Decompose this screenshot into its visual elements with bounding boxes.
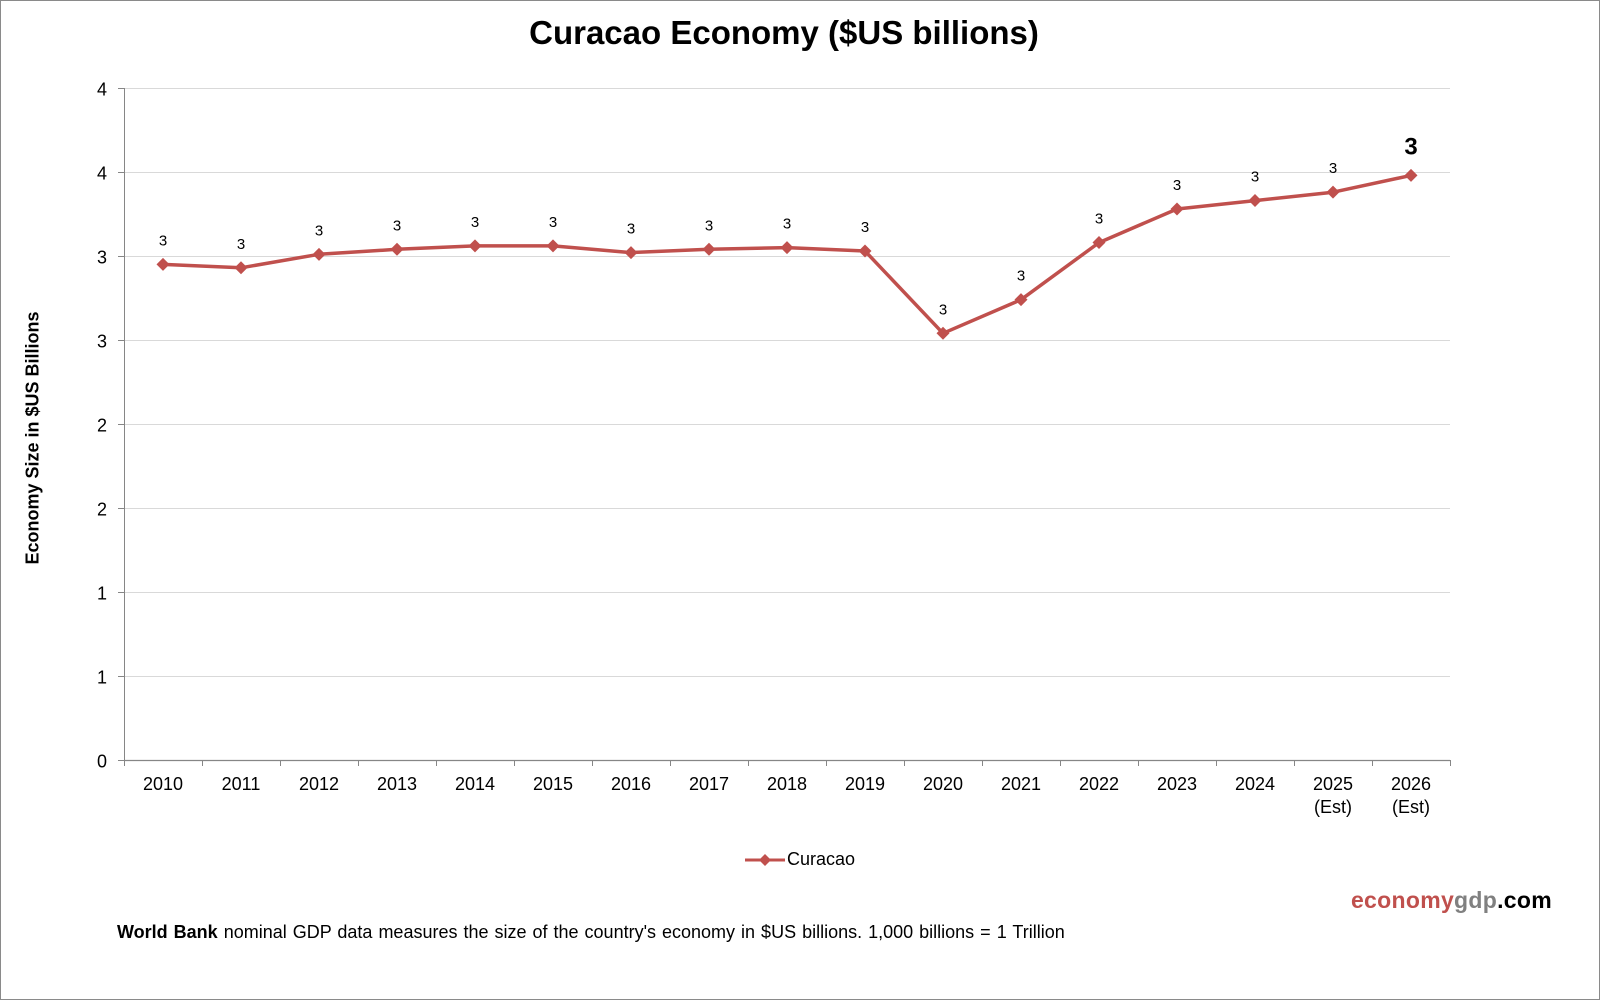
data-point-marker xyxy=(936,326,950,340)
x-tick-label: 2026 (Est) xyxy=(1391,774,1431,817)
data-label: 3 xyxy=(1329,160,1337,177)
footnote-source: World Bank xyxy=(117,922,218,942)
x-tick-label-line: 2010 xyxy=(143,774,183,794)
y-tick-labels: 0 1 1 2 2 3 3 4 4 xyxy=(97,80,107,772)
brand-logo: economygdp.com xyxy=(1351,887,1552,914)
x-tick-label-line: 2020 xyxy=(923,774,963,794)
axes xyxy=(118,88,1451,766)
x-tick-label-line: (Est) xyxy=(1314,797,1352,817)
x-tick-label: 2016 xyxy=(611,774,651,794)
data-point-marker xyxy=(780,241,794,255)
data-label: 3 xyxy=(237,236,245,253)
x-tick-label-line: 2025 xyxy=(1313,774,1353,794)
x-tick-label: 2012 xyxy=(299,774,339,794)
x-tick-label: 2010 xyxy=(143,774,183,794)
data-point-marker xyxy=(312,247,326,261)
data-label: 3 xyxy=(939,301,947,318)
data-point-marker xyxy=(1092,236,1106,250)
footnote: World Bank nominal GDP data measures the… xyxy=(117,922,1065,943)
x-tick-label-line: 2016 xyxy=(611,774,651,794)
y-tick-label: 1 xyxy=(97,584,107,604)
data-point-marker xyxy=(390,242,404,256)
data-point-marker xyxy=(234,261,248,275)
x-tick-label-line: 2012 xyxy=(299,774,339,794)
x-tick-label-line: 2014 xyxy=(455,774,495,794)
legend-label: Curacao xyxy=(787,849,856,869)
data-point-marker xyxy=(1014,293,1028,307)
x-tick-label: 2014 xyxy=(455,774,495,794)
series-line xyxy=(162,173,1412,336)
x-tick-label: 2013 xyxy=(377,774,417,794)
y-tick-label: 4 xyxy=(97,80,107,100)
x-tick-label: 2011 xyxy=(222,774,261,794)
x-tick-label: 2024 xyxy=(1235,774,1275,794)
x-tick-label: 2022 xyxy=(1079,774,1119,794)
data-label: 3 xyxy=(783,216,791,233)
x-tick-label: 2017 xyxy=(689,774,729,794)
data-point-marker xyxy=(1404,168,1418,182)
data-label: 3 xyxy=(1095,211,1103,228)
chart-title: Curacao Economy ($US billions) xyxy=(529,14,1039,51)
series-curacao xyxy=(156,168,1418,340)
data-point-marker xyxy=(468,239,482,253)
x-tick-label-line: 2021 xyxy=(1001,774,1041,794)
x-tick-label-line: 2013 xyxy=(377,774,417,794)
y-tick-label: 2 xyxy=(97,416,107,436)
data-label: 3 xyxy=(315,222,323,239)
data-label: 3 xyxy=(393,217,401,234)
y-tick-label: 1 xyxy=(97,668,107,688)
x-tick-labels: 2010 2011 2012 2013 2014 2015 2016 2017 2018 2019… xyxy=(143,774,1431,817)
data-point-marker xyxy=(1248,194,1262,208)
data-label: 3 xyxy=(705,217,713,234)
legend: Curacao xyxy=(745,849,855,870)
x-tick-label: 2018 xyxy=(767,774,807,794)
x-tick-label-line: 2022 xyxy=(1079,774,1119,794)
data-point-marker xyxy=(1170,202,1184,216)
data-point-marker xyxy=(624,246,638,260)
gridlines xyxy=(124,88,1450,677)
data-label: 3 xyxy=(1173,177,1181,194)
footnote-text: nominal GDP data measures the size of th… xyxy=(217,922,1065,942)
data-label: 3 xyxy=(159,232,167,249)
x-tick-label: 2019 xyxy=(845,774,885,794)
data-point-marker xyxy=(546,239,560,253)
data-label-latest: 3 xyxy=(1404,133,1417,160)
brand-part-gdp: gdp xyxy=(1454,887,1498,913)
x-tick-label-line: 2023 xyxy=(1157,774,1197,794)
x-tick-label: 2020 xyxy=(923,774,963,794)
y-tick-label: 2 xyxy=(97,500,107,520)
data-label: 3 xyxy=(861,219,869,236)
x-tick-label: 2023 xyxy=(1157,774,1197,794)
y-tick-label: 4 xyxy=(97,164,107,184)
legend-swatch-diamond-icon xyxy=(745,853,785,866)
data-labels: 3 3 3 3 3 3 3 3 3 3 3 3 3 3 3 3 3 xyxy=(159,133,1418,318)
brand-part-com: .com xyxy=(1497,887,1552,913)
y-tick-label: 3 xyxy=(97,332,107,352)
x-tick-label-line: 2018 xyxy=(767,774,807,794)
data-point-marker xyxy=(156,257,170,271)
x-tick-label-line: (Est) xyxy=(1392,797,1430,817)
data-point-marker xyxy=(702,242,716,256)
data-point-marker xyxy=(1326,185,1340,199)
x-tick-label-line: 2019 xyxy=(845,774,885,794)
x-tick-label-line: 2024 xyxy=(1235,774,1275,794)
data-label: 3 xyxy=(1251,169,1259,186)
y-tick-label: 3 xyxy=(97,248,107,268)
data-label: 3 xyxy=(627,221,635,238)
x-tick-label: 2025 (Est) xyxy=(1313,774,1353,817)
data-label: 3 xyxy=(1017,268,1025,285)
x-tick-label-line: 2011 xyxy=(222,774,261,794)
x-tick-label-line: 2026 xyxy=(1391,774,1431,794)
x-tick-label: 2021 xyxy=(1001,774,1041,794)
x-tick-label-line: 2017 xyxy=(689,774,729,794)
data-label: 3 xyxy=(471,214,479,231)
brand-part-economy: economy xyxy=(1350,887,1455,913)
data-point-marker xyxy=(858,244,872,258)
data-label: 3 xyxy=(549,214,557,231)
y-tick-label: 0 xyxy=(97,752,107,772)
x-tick-label-line: 2015 xyxy=(533,774,573,794)
x-tick-label: 2015 xyxy=(533,774,573,794)
